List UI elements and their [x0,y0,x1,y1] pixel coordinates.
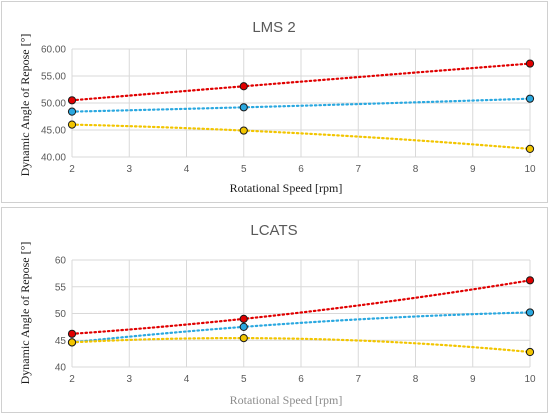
x-tick-label: 6 [298,374,304,385]
chart-title: LMS 2 [252,19,295,36]
tick-labels: 40.00 45.00 50.00 55.00 60.00 2 3 4 5 6 7 8 9 10 [41,45,536,176]
data-point-series-2 [239,334,248,343]
x-tick-label: 7 [355,374,361,385]
y-tick-label: 50 [55,309,67,320]
data-point-series-1 [67,107,77,116]
y-tick-label: 45.00 [41,126,66,137]
data-point-series-1 [525,308,535,317]
data-point-series-1 [525,94,535,103]
data-point-series-2 [525,347,535,357]
chart-panel-lms2: LMS 2 Rotational Speed [rpm] Dynamic Ang… [1,1,548,203]
data-point-series-2 [67,120,77,129]
trendline-series-2 [70,337,532,354]
x-tick-label: 8 [413,164,419,175]
x-tick-label: 10 [524,164,536,175]
trendline-series-0 [70,279,532,335]
x-tick-label: 5 [241,374,247,385]
series-marks [67,276,535,357]
y-tick-label: 40.00 [41,153,66,164]
x-tick-label: 10 [524,374,536,385]
trendline-series-0 [70,62,532,102]
trendline-series-1 [70,311,532,344]
y-tick-label: 50.00 [41,99,66,110]
x-tick-label: 5 [241,164,247,175]
x-tick-label: 3 [126,164,132,175]
data-point-series-1 [239,103,248,112]
chart-panel-lcats: LCATS Rotational Speed [rpm] Dynamic Ang… [1,207,548,413]
x-tick-label: 6 [298,164,304,175]
data-point-series-0 [67,329,77,338]
x-tick-label: 2 [69,374,75,385]
data-point-series-1 [239,322,248,331]
y-axis-label: Dynamic Angle of Repose [°] [18,34,32,177]
y-tick-label: 45 [55,336,67,347]
data-point-series-0 [525,59,535,68]
y-axis-label: Dynamic Angle of Repose [°] [18,242,32,385]
x-tick-label: 8 [413,374,419,385]
y-tick-label: 40 [55,363,67,374]
data-point-series-2 [525,144,535,153]
data-point-series-2 [239,126,248,135]
x-tick-label: 4 [184,374,190,385]
x-axis-label: Rotational Speed [rpm] [230,393,343,407]
y-tick-label: 55.00 [41,72,66,83]
x-axis-label: Rotational Speed [rpm] [230,181,343,195]
x-tick-label: 7 [355,164,361,175]
chart-lcats: LCATS Rotational Speed [rpm] Dynamic Ang… [18,222,536,407]
series-marks [67,59,535,153]
y-tick-label: 55 [55,282,67,293]
y-tick-label: 60.00 [41,45,66,56]
x-tick-label: 9 [470,374,476,385]
data-point-series-0 [525,276,535,285]
data-point-series-2 [67,338,77,347]
data-point-series-0 [67,96,77,105]
data-point-series-0 [239,82,248,91]
data-point-series-0 [239,314,248,323]
chart-title: LCATS [250,222,297,239]
x-tick-label: 2 [69,164,75,175]
trendline-series-2 [70,123,532,150]
grid [71,48,531,158]
x-tick-label: 9 [470,164,476,175]
y-tick-label: 60 [55,256,67,267]
x-tick-label: 4 [184,164,190,175]
chart-lms2: LMS 2 Rotational Speed [rpm] Dynamic Ang… [18,19,536,195]
x-tick-label: 3 [126,374,132,385]
trendline-series-1 [70,97,532,113]
